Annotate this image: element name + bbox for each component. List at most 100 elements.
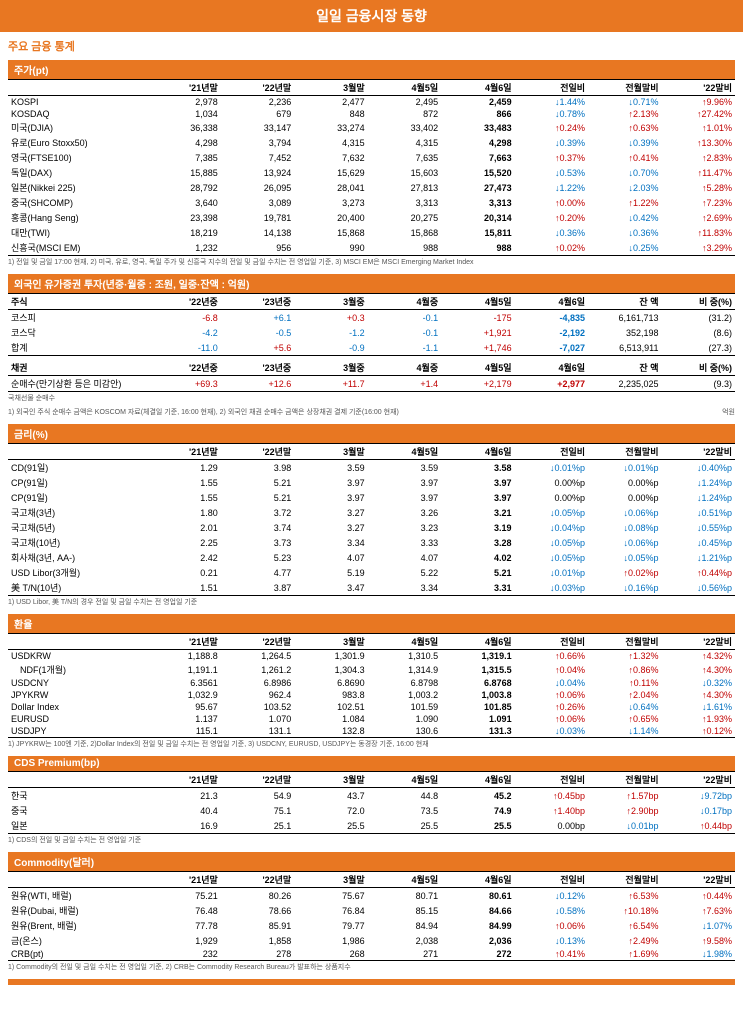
col-header: 4월5일 xyxy=(368,772,441,788)
col-header: 4월5일 xyxy=(368,872,441,888)
cell: ↓0.45%p xyxy=(661,535,735,550)
cell: -0.5 xyxy=(221,325,294,340)
col-name xyxy=(8,444,147,460)
cell: ↓1.22% xyxy=(515,180,588,195)
cell: ↑0.06% xyxy=(515,713,588,725)
cell: ↓0.03%p xyxy=(515,580,588,596)
col-header: '21년말 xyxy=(147,872,220,888)
col-header: 3월중 xyxy=(294,294,367,310)
cell: ↑6.54% xyxy=(588,918,661,933)
cell: ↓0.53% xyxy=(515,165,588,180)
cell: 2.01 xyxy=(147,520,220,535)
cell: ↑7.63% xyxy=(661,903,735,918)
cell: 5.21 xyxy=(221,475,294,490)
cell: 3.97 xyxy=(441,490,514,505)
cell: 28,792 xyxy=(147,180,220,195)
col-header: '21년말 xyxy=(147,444,220,460)
cell: 33,147 xyxy=(221,120,294,135)
row-name: 영국(FTSE100) xyxy=(8,150,147,165)
col-name xyxy=(8,772,147,788)
col-header: 4월중 xyxy=(368,360,441,376)
col-header: 전일비 xyxy=(515,772,588,788)
col-name: 채권 xyxy=(8,360,147,376)
cell: ↓0.71% xyxy=(588,96,661,109)
cell: 131.1 xyxy=(221,725,294,738)
cell: 84.94 xyxy=(368,918,441,933)
footer-line xyxy=(8,979,735,985)
col-header: '22말비 xyxy=(661,444,735,460)
cell: 77.78 xyxy=(147,918,220,933)
cell: 0.00bp xyxy=(515,818,588,834)
col-header: '22년중 xyxy=(147,294,220,310)
cell: ↑1.93% xyxy=(661,713,735,725)
col-header: 잔 액 xyxy=(588,360,661,376)
cell: 352,198 xyxy=(588,325,661,340)
row-name: EURUSD xyxy=(8,713,147,725)
cell: 956 xyxy=(221,240,294,256)
cell: ↓2.03% xyxy=(588,180,661,195)
cell: ↑0.06% xyxy=(515,918,588,933)
col-name xyxy=(8,80,147,96)
cell: 76.48 xyxy=(147,903,220,918)
cell: 2,038 xyxy=(368,933,441,948)
cell: 1,301.9 xyxy=(294,650,367,663)
cell: 4.77 xyxy=(221,565,294,580)
cell: 6,161,713 xyxy=(588,310,661,326)
cell: 3.34 xyxy=(294,535,367,550)
cell: 2.42 xyxy=(147,550,220,565)
col-name xyxy=(8,872,147,888)
cell: ↓1.44% xyxy=(515,96,588,109)
cell: (27.3) xyxy=(661,340,735,356)
cell: ↓0.08%p xyxy=(588,520,661,535)
commodity-note: 1) Commodity의 전일 및 금일 수치는 전 영업일 기준, 2) C… xyxy=(8,961,735,975)
cell: ↓0.56%p xyxy=(661,580,735,596)
cell: -7,027 xyxy=(515,340,588,356)
col-header: 4월5일 xyxy=(441,360,514,376)
cell: ↑1.22% xyxy=(588,195,661,210)
cell: ↑4.30% xyxy=(661,662,735,677)
cell: 15,868 xyxy=(368,225,441,240)
cell: 3.97 xyxy=(368,475,441,490)
cell: ↑0.41% xyxy=(515,948,588,961)
cell: ↑1.69% xyxy=(588,948,661,961)
col-header: 4월5일 xyxy=(368,634,441,650)
cell: 72.0 xyxy=(294,803,367,818)
cell: 3.27 xyxy=(294,520,367,535)
cell: 3.87 xyxy=(221,580,294,596)
cell: -6.8 xyxy=(147,310,220,326)
cell: 3.47 xyxy=(294,580,367,596)
cell: +11.7 xyxy=(294,376,367,392)
cell: 33,402 xyxy=(368,120,441,135)
cell: 13,924 xyxy=(221,165,294,180)
cell: ↑10.18% xyxy=(588,903,661,918)
cell: ↓0.36% xyxy=(515,225,588,240)
col-header: '22년말 xyxy=(221,872,294,888)
cell: 1,315.5 xyxy=(441,662,514,677)
cell: +1,746 xyxy=(441,340,514,356)
cell: ↓0.05%p xyxy=(515,535,588,550)
cell: 19,781 xyxy=(221,210,294,225)
cell: 1.55 xyxy=(147,490,220,505)
cell: ↑0.26% xyxy=(515,701,588,713)
col-header: 4월6일 xyxy=(441,634,514,650)
cell: 3.34 xyxy=(368,580,441,596)
cell: ↓1.21%p xyxy=(661,550,735,565)
row-name: 중국 xyxy=(8,803,147,818)
cell: 14,138 xyxy=(221,225,294,240)
cell: ↑0.45bp xyxy=(515,788,588,804)
row-name: 일본 xyxy=(8,818,147,834)
cell: 3.31 xyxy=(441,580,514,596)
cell: 7,452 xyxy=(221,150,294,165)
cell: ↑0.44% xyxy=(661,888,735,904)
cell: 1.29 xyxy=(147,460,220,476)
cell: 43.7 xyxy=(294,788,367,804)
col-header: 3월말 xyxy=(294,80,367,96)
cell: 20,314 xyxy=(441,210,514,225)
cell: 5.23 xyxy=(221,550,294,565)
cell: ↓0.03% xyxy=(515,725,588,738)
cell: 1,034 xyxy=(147,108,220,120)
row-name: 국고채(3년) xyxy=(8,505,147,520)
col-header: 비 중(%) xyxy=(661,360,735,376)
foreign-note: 1) 외국인 주식 순매수 금액은 KOSCOM 자료(체결일 기준, 16:0… xyxy=(8,406,399,420)
cell: ↓1.14% xyxy=(588,725,661,738)
